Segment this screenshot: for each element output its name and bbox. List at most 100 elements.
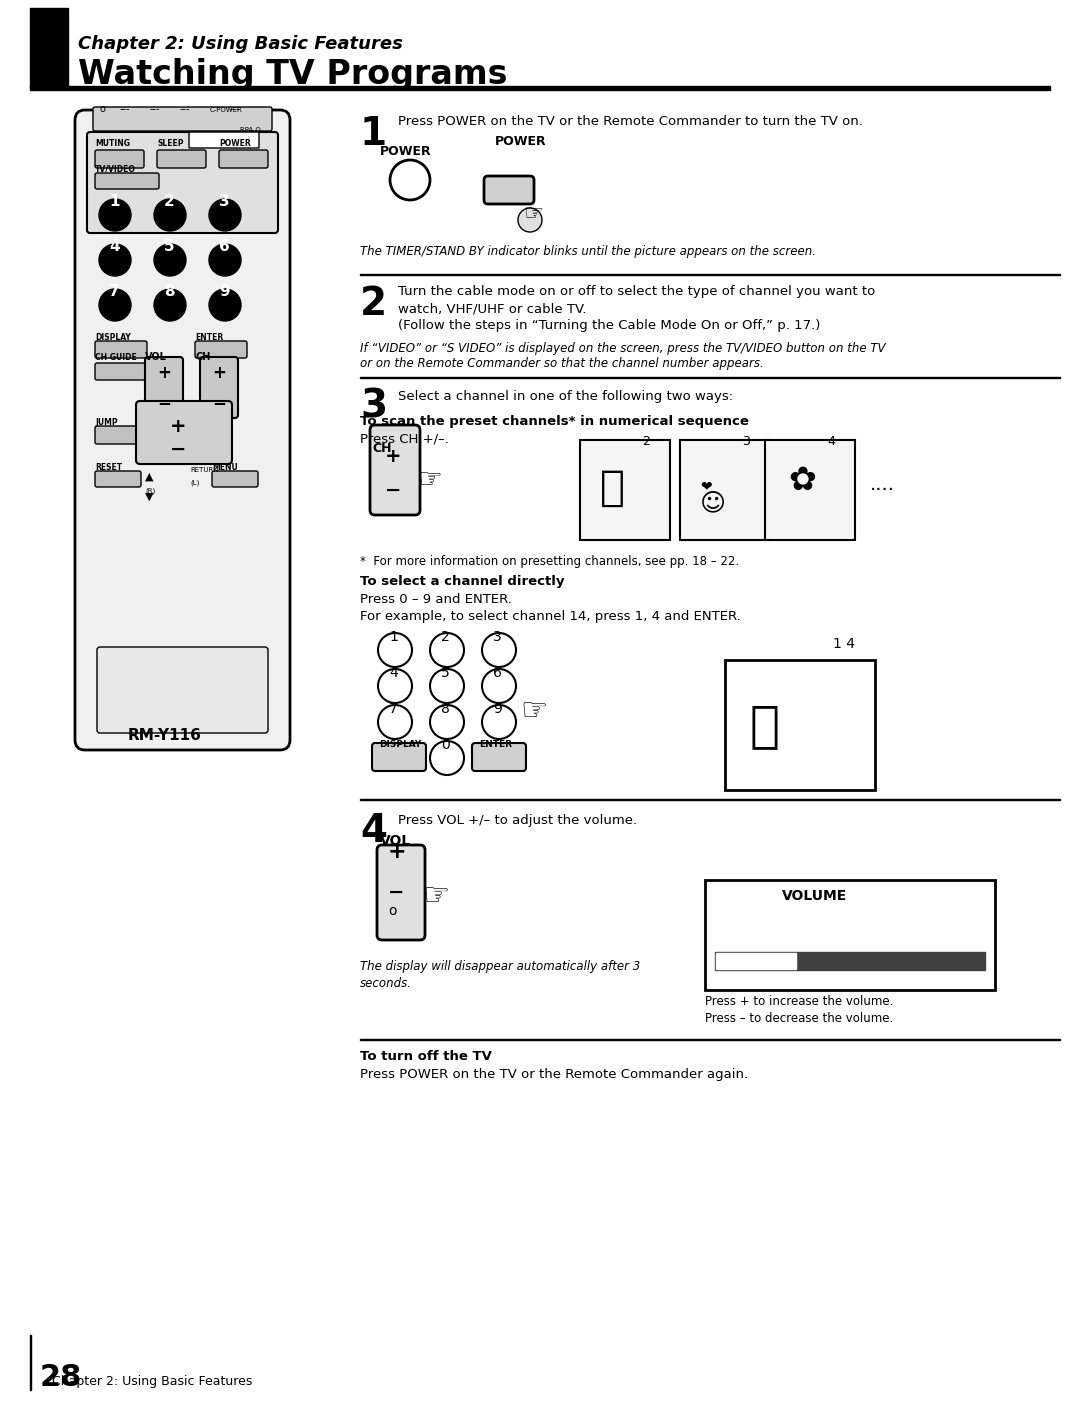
FancyBboxPatch shape bbox=[75, 111, 291, 751]
Text: 4: 4 bbox=[827, 436, 835, 448]
Circle shape bbox=[430, 668, 464, 702]
FancyBboxPatch shape bbox=[95, 173, 159, 189]
Text: Press 0 – 9 and ENTER.: Press 0 – 9 and ENTER. bbox=[360, 593, 512, 606]
Text: ▲: ▲ bbox=[145, 473, 153, 482]
Text: RPA O: RPA O bbox=[240, 126, 260, 133]
Bar bbox=[716, 954, 796, 969]
Text: The TIMER/STAND BY indicator blinks until the picture appears on the screen.: The TIMER/STAND BY indicator blinks unti… bbox=[360, 245, 816, 258]
Circle shape bbox=[482, 668, 516, 702]
Text: 1: 1 bbox=[109, 194, 120, 209]
Bar bbox=[30, 9, 68, 88]
Text: CH GUIDE: CH GUIDE bbox=[95, 353, 137, 362]
Text: ☺: ☺ bbox=[700, 491, 726, 515]
Circle shape bbox=[99, 199, 131, 231]
Text: ENTER: ENTER bbox=[480, 739, 512, 749]
Circle shape bbox=[154, 289, 186, 321]
Text: 2: 2 bbox=[360, 285, 387, 324]
FancyBboxPatch shape bbox=[95, 150, 144, 167]
Circle shape bbox=[210, 289, 241, 321]
Circle shape bbox=[99, 289, 131, 321]
Text: 2: 2 bbox=[643, 436, 650, 448]
Text: ---: --- bbox=[150, 104, 161, 114]
Text: ☞: ☞ bbox=[519, 697, 548, 727]
FancyBboxPatch shape bbox=[95, 426, 147, 444]
FancyBboxPatch shape bbox=[370, 426, 420, 515]
FancyBboxPatch shape bbox=[87, 132, 278, 233]
Text: ---: --- bbox=[180, 104, 190, 114]
Text: RESET: RESET bbox=[95, 463, 122, 473]
Text: CH: CH bbox=[195, 352, 211, 362]
Text: +: + bbox=[388, 841, 407, 861]
Text: To scan the preset channels* in numerical sequence: To scan the preset channels* in numerica… bbox=[360, 414, 748, 429]
Text: 2: 2 bbox=[164, 194, 175, 209]
Bar bbox=[715, 952, 985, 971]
FancyBboxPatch shape bbox=[219, 150, 268, 167]
Bar bbox=[765, 440, 855, 541]
Text: POWER: POWER bbox=[380, 145, 432, 158]
FancyBboxPatch shape bbox=[145, 358, 183, 419]
Text: DISPLAY: DISPLAY bbox=[379, 739, 421, 749]
Circle shape bbox=[378, 633, 411, 667]
Text: Press + to increase the volume.: Press + to increase the volume. bbox=[705, 995, 893, 1007]
Text: To select a channel directly: To select a channel directly bbox=[360, 575, 565, 587]
Text: 4: 4 bbox=[109, 238, 120, 254]
FancyBboxPatch shape bbox=[95, 341, 147, 358]
Text: (R): (R) bbox=[145, 487, 156, 494]
FancyBboxPatch shape bbox=[97, 647, 268, 734]
Text: RETURN: RETURN bbox=[190, 467, 218, 473]
Text: Press CH +/–.: Press CH +/–. bbox=[360, 431, 449, 446]
FancyBboxPatch shape bbox=[136, 402, 232, 464]
Text: *  For more information on presetting channels, see pp. 18 – 22.: * For more information on presetting cha… bbox=[360, 555, 739, 568]
Text: 3: 3 bbox=[360, 387, 387, 426]
Circle shape bbox=[210, 199, 241, 231]
Bar bbox=[680, 440, 770, 541]
Text: To turn off the TV: To turn off the TV bbox=[360, 1050, 491, 1063]
Circle shape bbox=[482, 705, 516, 739]
FancyBboxPatch shape bbox=[372, 744, 426, 771]
Text: 9: 9 bbox=[492, 702, 502, 717]
Text: DISPLAY: DISPLAY bbox=[95, 333, 131, 342]
Text: 2: 2 bbox=[441, 630, 449, 644]
Text: 4: 4 bbox=[360, 812, 387, 850]
Text: VOL: VOL bbox=[380, 834, 411, 849]
Bar bbox=[705, 880, 995, 990]
Text: Press POWER on the TV or the Remote Commander again.: Press POWER on the TV or the Remote Comm… bbox=[360, 1069, 748, 1081]
Text: 0: 0 bbox=[441, 738, 449, 752]
Text: 🏃: 🏃 bbox=[750, 702, 780, 751]
Circle shape bbox=[210, 244, 241, 277]
Text: Turn the cable mode on or off to select the type of channel you want to: Turn the cable mode on or off to select … bbox=[399, 285, 875, 298]
Text: 28: 28 bbox=[40, 1364, 82, 1392]
FancyBboxPatch shape bbox=[200, 358, 238, 419]
Text: 5: 5 bbox=[164, 238, 175, 254]
FancyBboxPatch shape bbox=[484, 176, 534, 204]
Text: 8: 8 bbox=[441, 702, 450, 717]
Text: ---: --- bbox=[120, 104, 131, 114]
Text: 4: 4 bbox=[389, 666, 397, 680]
Text: watch, VHF/UHF or cable TV.: watch, VHF/UHF or cable TV. bbox=[399, 302, 586, 315]
Text: POWER: POWER bbox=[495, 135, 546, 148]
Text: Chapter 2: Using Basic Features: Chapter 2: Using Basic Features bbox=[78, 35, 403, 53]
Text: SLEEP: SLEEP bbox=[157, 139, 184, 148]
Text: Press VOL +/– to adjust the volume.: Press VOL +/– to adjust the volume. bbox=[399, 815, 637, 827]
Text: Chapter 2: Using Basic Features: Chapter 2: Using Basic Features bbox=[52, 1375, 253, 1388]
Text: 6: 6 bbox=[219, 238, 230, 254]
Text: Select a channel in one of the following two ways:: Select a channel in one of the following… bbox=[399, 390, 733, 403]
Text: ....: .... bbox=[870, 475, 895, 494]
Bar bbox=[30, 87, 1050, 89]
Circle shape bbox=[430, 741, 464, 775]
FancyBboxPatch shape bbox=[95, 471, 141, 487]
Text: 3: 3 bbox=[219, 194, 230, 209]
Text: 8: 8 bbox=[164, 284, 175, 299]
Text: ☞: ☞ bbox=[422, 883, 449, 911]
FancyBboxPatch shape bbox=[95, 363, 154, 380]
Text: 6: 6 bbox=[492, 666, 502, 680]
Circle shape bbox=[378, 668, 411, 702]
Circle shape bbox=[518, 209, 542, 231]
Text: −: − bbox=[388, 883, 404, 902]
FancyBboxPatch shape bbox=[377, 844, 426, 939]
Text: 7: 7 bbox=[109, 284, 120, 299]
Text: ▼: ▼ bbox=[145, 492, 153, 502]
Text: 3: 3 bbox=[492, 630, 502, 644]
Text: +: + bbox=[157, 365, 171, 382]
FancyBboxPatch shape bbox=[472, 744, 526, 771]
